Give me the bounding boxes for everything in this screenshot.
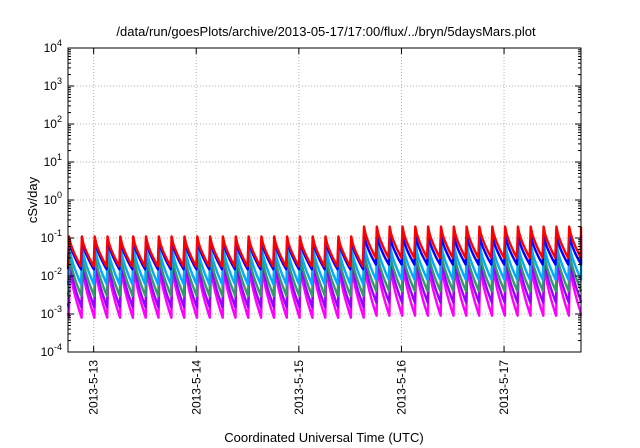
x-tick-label: 2013-5-16 (394, 360, 408, 415)
series-line (66, 251, 583, 298)
x-tick-label: 2013-5-14 (189, 360, 203, 415)
x-axis: 2013-5-13 2013-5-14 2013-5-15 2013-5-16 2013… (87, 48, 511, 415)
series-line (66, 263, 583, 319)
series-group (66, 225, 583, 319)
y-tick-label: 10-4 (41, 342, 62, 359)
y-tick-label: 100 (44, 190, 62, 207)
y-tick-label: 104 (44, 38, 62, 55)
y-tick-label: 10-1 (41, 228, 62, 245)
series-line (66, 257, 583, 309)
x-tick-label: 2013-5-13 (87, 360, 101, 415)
x-tick-label: 2013-5-15 (292, 360, 306, 415)
y-tick-label: 101 (44, 152, 62, 169)
x-axis-label: Coordinated Universal Time (UTC) (224, 430, 423, 445)
y-tick-label: 102 (44, 114, 62, 131)
series-line (66, 225, 583, 268)
y-tick-label: 103 (44, 76, 62, 93)
y-tick-label: 10-3 (41, 304, 62, 321)
y-axis-label: cSv/day (25, 176, 40, 223)
chart-title: /data/run/goesPlots/archive/2013-05-17/1… (116, 24, 536, 39)
y-tick-label: 10-2 (41, 266, 62, 283)
x-tick-label: 2013-5-17 (497, 360, 511, 415)
plot-frame (67, 47, 582, 353)
